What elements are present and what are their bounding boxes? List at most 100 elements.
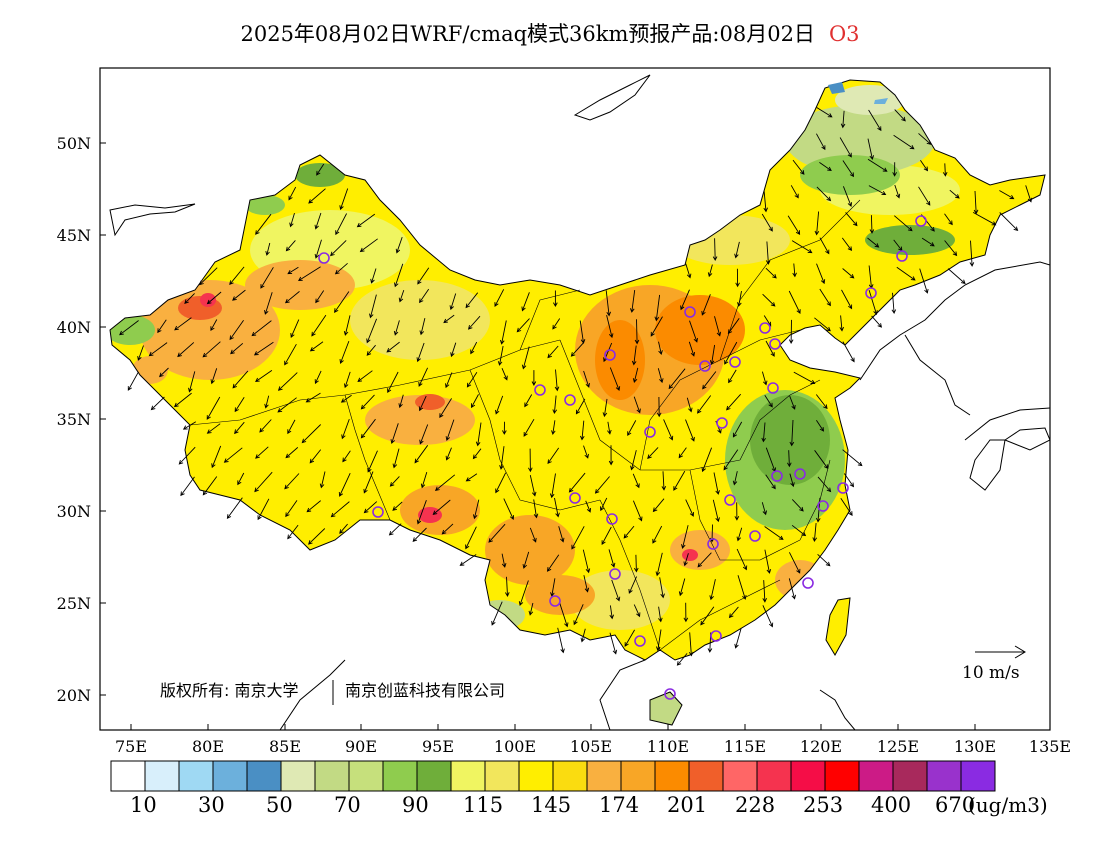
wind-arrow	[580, 628, 586, 643]
wind-arrow	[763, 190, 769, 213]
wind-arrow	[550, 578, 556, 597]
wind-arrow	[518, 580, 529, 606]
colorbar-swatch	[824, 760, 860, 792]
lat-label: 45N	[57, 226, 91, 245]
station-marker	[802, 577, 814, 589]
wind-arrow	[338, 473, 351, 497]
wind-arrow	[505, 576, 510, 597]
colorbar-swatch	[858, 760, 894, 792]
wind-arrow	[605, 290, 612, 317]
wind-arrow	[762, 293, 776, 307]
wind-arrow	[494, 289, 505, 307]
wind-arrow	[449, 293, 457, 311]
wind-arrow	[288, 186, 297, 201]
wind-arrow	[761, 502, 768, 516]
wind-arrow	[650, 316, 663, 337]
wind-arrow	[891, 292, 897, 315]
wind-arrow	[491, 601, 503, 626]
wind-arrow	[709, 579, 716, 601]
colorbar-swatch	[926, 760, 962, 792]
wind-arrow	[761, 213, 773, 232]
wind-arrow	[944, 213, 953, 226]
wind-arrow	[260, 267, 274, 289]
wind-arrow	[673, 470, 686, 491]
wind-arrow	[343, 315, 351, 336]
station-marker	[549, 595, 561, 607]
station-marker	[865, 287, 877, 299]
wind-arrow	[896, 266, 916, 281]
wind-arrow	[259, 419, 272, 433]
wind-arrow	[839, 315, 845, 332]
wind-arrow	[308, 528, 326, 545]
wind-arrow	[398, 394, 404, 409]
wind-arrow	[367, 450, 378, 473]
wind-arrow	[389, 476, 400, 487]
wind-arrow	[570, 341, 585, 357]
wind-arrow	[658, 341, 663, 356]
wind-arrow	[793, 371, 816, 384]
colorbar-swatch	[518, 760, 554, 792]
wind-reference-label: 10 m/s	[962, 663, 1020, 683]
wind-arrow	[683, 602, 689, 623]
wind-arrow	[392, 448, 400, 469]
station-marker	[817, 500, 829, 512]
wind-arrow	[521, 292, 530, 312]
wind-arrow	[223, 447, 243, 463]
colorbar-label: 670	[935, 793, 976, 817]
wind-arrow	[600, 497, 608, 512]
wind-arrow	[609, 605, 615, 620]
colorbar-label: 115	[463, 793, 504, 817]
wind-arrow	[947, 268, 966, 285]
axis-ticks	[100, 142, 976, 730]
wind-arrow	[206, 396, 221, 420]
colorbar-swatch	[450, 760, 486, 792]
wind-arrow	[255, 446, 269, 459]
wind-arrow	[127, 371, 139, 391]
wind-arrow	[495, 472, 507, 494]
wind-arrow	[360, 394, 375, 410]
wind-arrow	[558, 526, 565, 543]
wind-arrow	[287, 419, 296, 435]
wind-arrow	[629, 290, 636, 313]
lon-label: 130E	[954, 737, 996, 756]
wind-arrow	[632, 367, 639, 384]
colorbar-label: 10	[130, 793, 157, 817]
wind-arrow	[712, 238, 718, 262]
station-marker	[684, 306, 696, 318]
wind-arrow	[788, 552, 801, 574]
wind-arrow	[594, 476, 610, 494]
wind-arrow	[949, 189, 960, 199]
wind-arrow	[814, 211, 820, 236]
station-marker	[716, 417, 728, 429]
wind-arrow	[697, 552, 712, 568]
wind-arrow	[419, 288, 430, 304]
wind-arrow	[790, 185, 799, 199]
wind-arrow	[867, 138, 875, 161]
copyright-text: 版权所有: 南京大学	[160, 681, 298, 700]
wind-arrow	[234, 421, 245, 435]
wind-arrow	[419, 424, 429, 445]
colorbar-swatch	[382, 760, 418, 792]
wind-arrow	[533, 499, 539, 519]
wind-arrow	[816, 133, 826, 151]
map-frame	[99, 67, 1051, 731]
station-marker	[837, 482, 849, 494]
taiwan-island	[825, 597, 851, 657]
wind-arrow	[386, 341, 400, 353]
wind-arrow	[339, 340, 350, 364]
wind-arrow	[736, 527, 743, 542]
wind-arrow	[285, 500, 298, 518]
wind-arrow	[417, 267, 430, 285]
province-boundaries	[189, 199, 861, 651]
monitoring-stations	[318, 215, 927, 700]
wind-arrow	[497, 346, 504, 366]
wind-arrow	[265, 242, 271, 256]
wind-arrow	[583, 575, 590, 593]
wind-arrow	[656, 396, 662, 418]
colorbar-label: 400	[871, 793, 912, 817]
wind-arrow	[529, 527, 537, 543]
wind-arrow	[867, 237, 880, 248]
wind-arrow	[765, 340, 775, 357]
wind-arrow	[394, 263, 404, 288]
wind-arrow	[554, 369, 560, 392]
